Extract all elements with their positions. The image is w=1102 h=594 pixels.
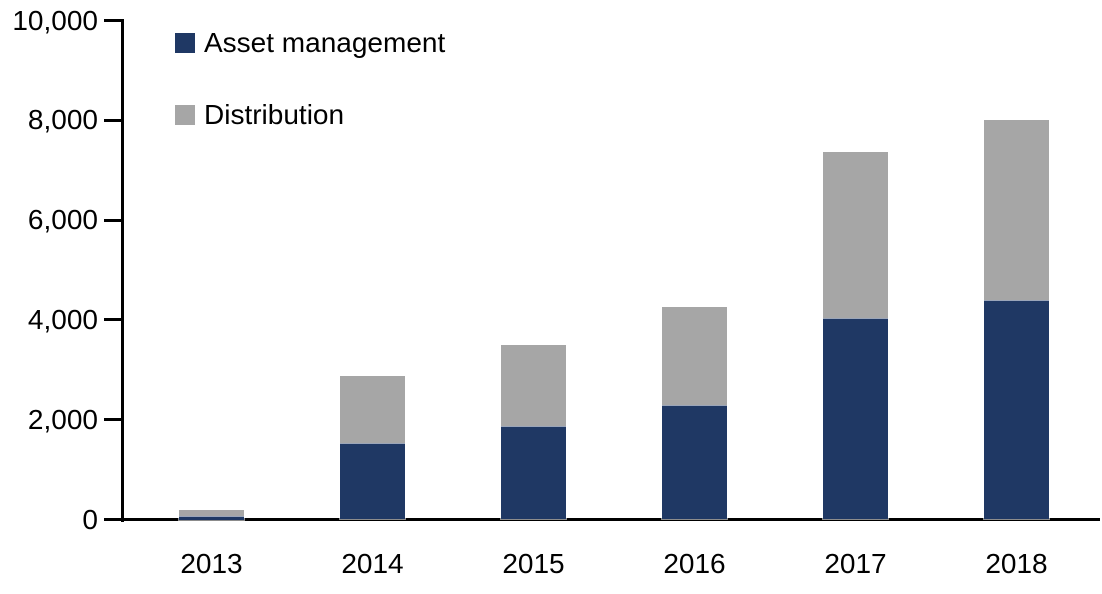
bar-segment-2013-distribution [179, 509, 244, 516]
bar-segment-2018-distribution [984, 120, 1049, 300]
y-tick-label: 6,000 [27, 204, 98, 236]
legend-label-distribution: Distribution [204, 99, 345, 130]
x-axis-line [104, 518, 1100, 521]
legend-item-asset-management: Asset management [175, 29, 445, 57]
y-tick [104, 218, 123, 222]
x-axis-label-2015: 2015 [502, 548, 565, 579]
bar-segment-2016-asset-management [662, 404, 727, 520]
x-axis-label-2017: 2017 [824, 548, 887, 579]
y-tick [104, 418, 123, 422]
x-axis-label-2016: 2016 [663, 548, 726, 579]
y-axis-line [121, 19, 124, 522]
x-axis-label-2013: 2013 [180, 548, 243, 579]
y-tick-label: 10,000 [12, 4, 98, 36]
bar-segment-2013-asset-management [179, 515, 244, 520]
y-tick [104, 318, 123, 322]
bar-segment-2017-distribution [823, 151, 888, 318]
x-axis-label-2018: 2018 [985, 548, 1048, 579]
bar-segment-2014-asset-management [340, 442, 405, 520]
legend-label-asset-management: Asset management [204, 27, 446, 58]
y-tick [104, 19, 123, 22]
bar-segment-2018-asset-management [984, 299, 1049, 520]
bar-segment-2017-asset-management [823, 317, 888, 520]
y-tick [104, 518, 123, 521]
legend-swatch-asset-management [175, 33, 195, 53]
x-axis-label-2014: 2014 [341, 548, 404, 579]
y-tick [104, 118, 123, 122]
legend-item-distribution: Distribution [175, 101, 344, 129]
y-tick-label: 4,000 [27, 303, 98, 335]
y-tick-label: 8,000 [27, 104, 98, 136]
bar-segment-2015-distribution [501, 344, 566, 426]
legend-swatch-distribution [175, 105, 195, 125]
bar-segment-2014-distribution [340, 376, 405, 443]
bar-segment-2016-distribution [662, 307, 727, 405]
y-tick-label: 0 [82, 503, 98, 535]
y-tick-label: 2,000 [27, 403, 98, 435]
bar-segment-2015-asset-management [501, 425, 566, 520]
